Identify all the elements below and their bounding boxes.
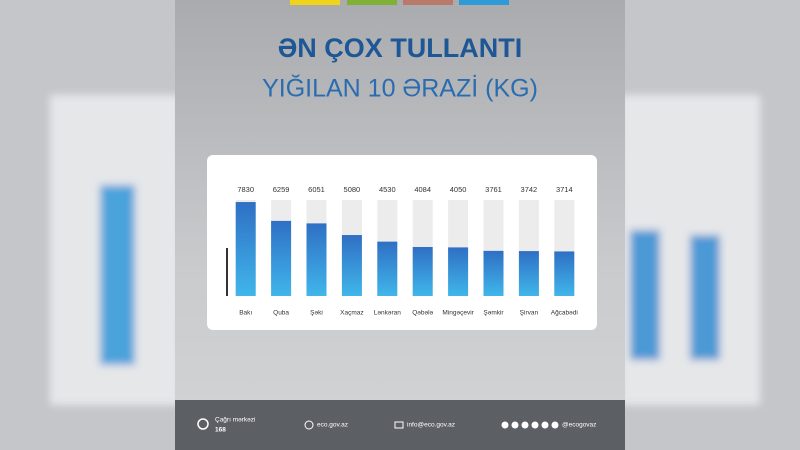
value-label: 5080: [344, 185, 361, 194]
value-label: 4050: [450, 185, 467, 194]
category-label: Lənkəran: [374, 310, 401, 317]
value-label: 4530: [379, 185, 396, 194]
bars: 7830 Bakı 6259 Quba 6051 Şəki 5080 Xaçmaz 4530 Lə…: [235, 185, 578, 317]
value-label: 4084: [414, 185, 431, 194]
bar: [448, 247, 469, 296]
value-label: 6051: [308, 185, 325, 194]
bar: [518, 251, 539, 296]
blurred-side: [50, 95, 760, 405]
category-label: Şəki: [310, 310, 323, 317]
bar: [341, 235, 362, 296]
color-strip: [347, 0, 397, 5]
category-label: Qəbələ: [412, 310, 433, 317]
category-label: Xaçmaz: [340, 310, 363, 317]
color-strip: [290, 0, 340, 5]
bar: [554, 251, 575, 296]
value-label: 6259: [273, 185, 290, 194]
web-icon: [304, 420, 314, 430]
title: ƏN ÇOX TULLANTI: [278, 33, 523, 63]
category-label: Şirvan: [520, 310, 539, 317]
value-label: 3714: [556, 185, 573, 194]
footer: [175, 400, 625, 450]
phone-icon: [197, 418, 209, 430]
website[interactable]: eco.gov.az: [317, 422, 348, 429]
call-label: Çağrı mərkəzi: [215, 417, 255, 424]
color-strip: [403, 0, 453, 5]
bar: [377, 241, 398, 296]
call-number: 168: [215, 427, 226, 434]
social-icons: [501, 421, 559, 429]
bar: [235, 202, 256, 296]
subtitle: YIĞILAN 10 ƏRAZİ (KG): [262, 74, 538, 103]
bar: [483, 250, 504, 296]
category-label: Şəmkir: [483, 310, 504, 317]
bar: [271, 220, 292, 296]
bar: [412, 246, 433, 296]
bar: [306, 223, 327, 296]
social[interactable]: @ecogovaz: [562, 422, 596, 429]
value-label: 3761: [485, 185, 502, 194]
color-strip: [459, 0, 509, 5]
mail-icon: [394, 421, 404, 429]
value-label: 3742: [521, 185, 538, 194]
email[interactable]: info@eco.gov.az: [407, 422, 455, 429]
category-label: Bakı: [239, 310, 252, 317]
category-label: Ağcabədi: [551, 310, 578, 317]
category-label: Quba: [273, 310, 289, 317]
category-label: Mingəçevir: [442, 310, 474, 317]
value-label: 7830: [237, 185, 254, 194]
